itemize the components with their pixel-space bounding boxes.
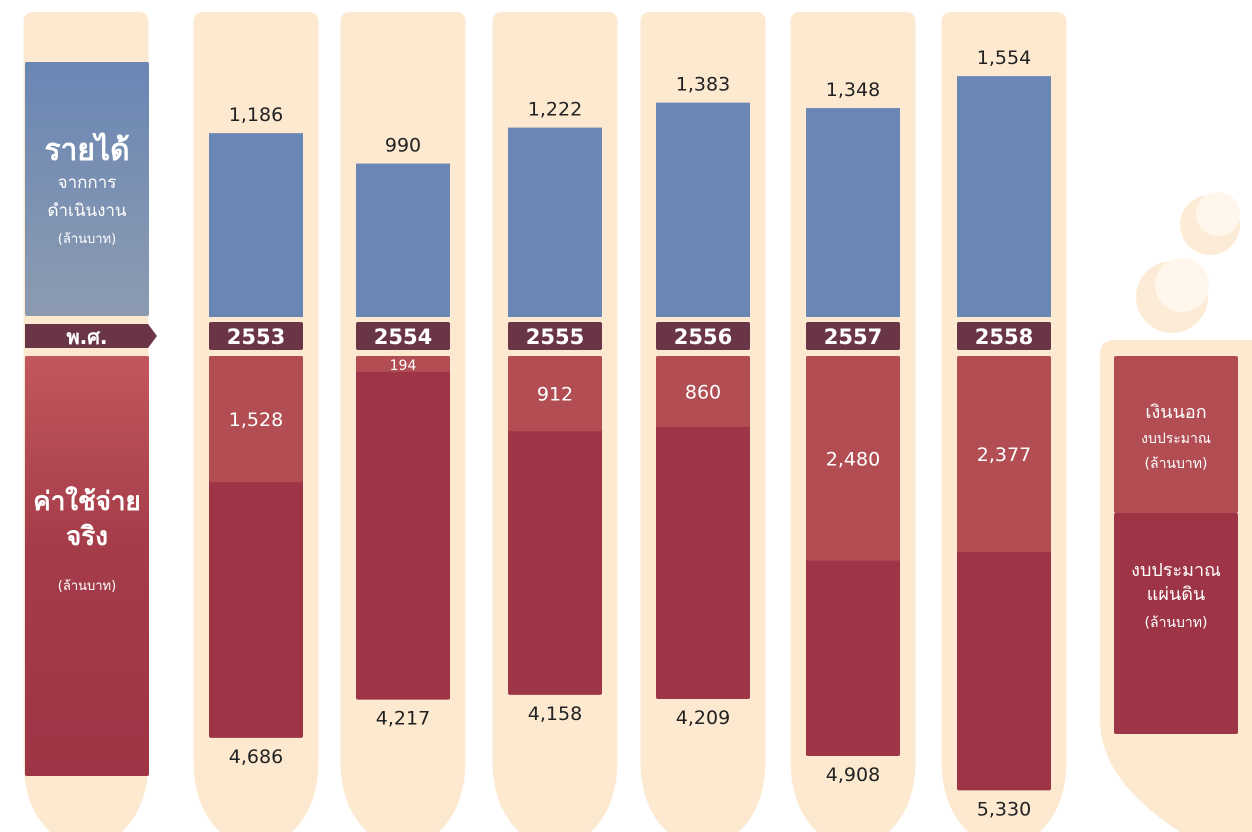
expense-value-2554: 4,217 — [376, 708, 430, 730]
year-label-2556: 2556 — [674, 325, 732, 349]
offbudget-bar-2556 — [656, 356, 750, 427]
year-bar-2558 — [957, 322, 1051, 350]
column-2558: 1,554 2558 5,330 2,377 — [957, 47, 1051, 820]
bubble-small-highlight-icon — [1196, 192, 1240, 236]
income-value-2558: 1,554 — [977, 47, 1031, 69]
offbudget-value-2553: 1,528 — [229, 409, 283, 431]
year-label-2554: 2554 — [374, 325, 432, 349]
year-label-2553: 2553 — [227, 325, 285, 349]
column-2553: 1,186 2553 4,686 1,528 — [209, 104, 303, 768]
state-budget-legend-title1: งบประมาณ — [1131, 560, 1221, 581]
expense-bar-2555 — [508, 356, 602, 695]
offbudget-bar-2557 — [806, 356, 900, 561]
expense-value-2558: 5,330 — [977, 798, 1031, 820]
column-2557: 1,348 2557 4,908 2,480 — [806, 79, 900, 786]
expense-legend-title2: จริง — [66, 522, 108, 552]
expense-bar-2556 — [656, 356, 750, 700]
income-bar-2556 — [656, 102, 750, 317]
year-legend-arrow — [25, 324, 157, 348]
offbudget-bar-2553 — [209, 356, 303, 483]
bubble-large-highlight-icon — [1155, 258, 1209, 312]
expense-value-2556: 4,209 — [676, 707, 730, 729]
offbudget-value-2557: 2,480 — [826, 448, 880, 470]
income-value-2556: 1,383 — [676, 74, 730, 96]
year-bar-2555 — [508, 322, 602, 350]
expense-legend-title1: ค่าใช้จ่าย — [33, 486, 140, 517]
income-bar-2554 — [356, 163, 450, 317]
income-legend-title: รายได้ — [44, 132, 129, 168]
year-legend-label: พ.ศ. — [66, 325, 107, 349]
bar-columns: 1,186 2553 4,686 1,528 990 2554 4,217 194 1,222 2… — [209, 47, 1051, 820]
decorative-bubbles — [1136, 192, 1240, 333]
expense-legend-unit: (ล้านบาท) — [58, 579, 116, 594]
offbudget-legend-block — [1114, 356, 1238, 513]
column-2554: 990 2554 4,217 194 — [356, 135, 450, 730]
offbudget-value-2558: 2,377 — [977, 444, 1031, 466]
year-bar-2553 — [209, 322, 303, 350]
income-value-2557: 1,348 — [826, 79, 880, 101]
right-legend: เงินนอก งบประมาณ (ล้านบาท) งบประมาณ แผ่น… — [1100, 340, 1252, 832]
offbudget-legend-sub: งบประมาณ — [1141, 431, 1211, 447]
offbudget-bar-2555 — [508, 356, 602, 432]
year-bar-2557 — [806, 322, 900, 350]
income-value-2555: 1,222 — [528, 99, 582, 121]
expense-legend-block — [25, 356, 149, 776]
offbudget-value-2554: 194 — [390, 358, 417, 374]
offbudget-bar-2558 — [957, 356, 1051, 553]
expense-value-2553: 4,686 — [229, 746, 283, 768]
income-legend-unit: (ล้านบาท) — [58, 232, 116, 247]
offbudget-bar-2554 — [356, 356, 450, 373]
expense-value-2557: 4,908 — [826, 764, 880, 786]
expense-bar-2554 — [356, 356, 450, 700]
year-bar-2554 — [356, 322, 450, 350]
income-value-2554: 990 — [385, 135, 421, 157]
state-budget-legend-block — [1114, 513, 1238, 734]
year-label-2557: 2557 — [824, 325, 882, 349]
year-bar-2556 — [656, 322, 750, 350]
offbudget-value-2555: 912 — [537, 384, 573, 406]
year-label-2555: 2555 — [526, 325, 584, 349]
income-bar-2555 — [508, 127, 602, 317]
income-bar-2558 — [957, 76, 1051, 317]
income-legend-block — [25, 62, 149, 316]
income-legend-sub2: ดำเนินงาน — [47, 201, 126, 221]
state-budget-legend-title2: แผ่นดิน — [1147, 584, 1205, 605]
expense-value-2555: 4,158 — [528, 703, 582, 725]
state-budget-legend-unit: (ล้านบาท) — [1145, 615, 1208, 631]
offbudget-legend-title: เงินนอก — [1145, 402, 1206, 423]
income-value-2553: 1,186 — [229, 104, 283, 126]
income-bar-2557 — [806, 108, 900, 317]
offbudget-value-2556: 860 — [685, 381, 721, 403]
left-legend: รายได้ จากการ ดำเนินงาน (ล้านบาท) พ.ศ. ค… — [25, 62, 157, 776]
income-legend-sub1: จากการ — [58, 173, 117, 193]
offbudget-legend-unit: (ล้านบาท) — [1145, 456, 1208, 472]
column-2556: 1,383 2556 4,209 860 — [656, 74, 750, 729]
income-bar-2553 — [209, 133, 303, 317]
column-2555: 1,222 2555 4,158 912 — [508, 99, 602, 725]
year-label-2558: 2558 — [975, 325, 1033, 349]
